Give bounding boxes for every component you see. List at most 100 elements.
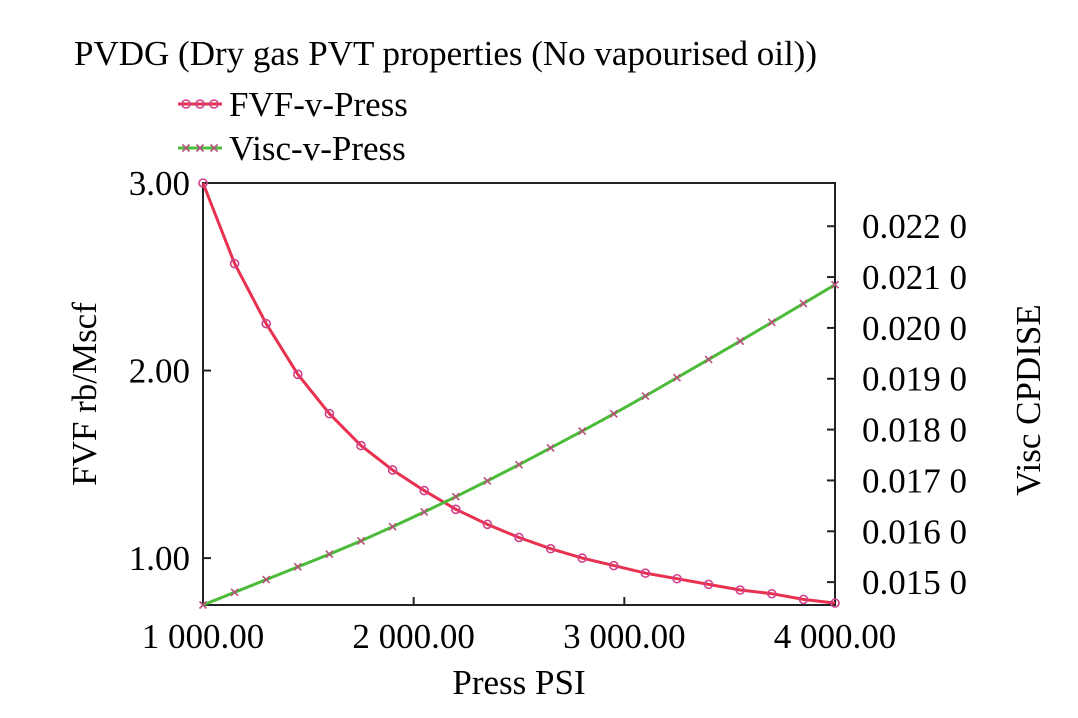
data-point-stroke <box>609 409 618 418</box>
series-layer <box>198 178 840 610</box>
data-point-stroke <box>356 536 366 546</box>
y-tick-label: 2.00 <box>129 352 190 391</box>
data-point-fvf-v-press <box>324 408 335 419</box>
data-point-fvf-v-press <box>450 504 461 515</box>
data-point-fvf-v-press <box>482 519 493 530</box>
data-point-stroke <box>293 562 302 571</box>
data-point-visc-v-press <box>388 522 397 531</box>
data-point-stroke <box>641 391 650 401</box>
data-point-fvf-v-press <box>798 594 809 605</box>
data-point-visc-v-press <box>420 507 429 517</box>
data-point-stroke <box>388 522 397 531</box>
legend-marker-visc <box>209 143 219 153</box>
data-point-fvf-v-press <box>672 573 682 584</box>
data-point-stroke <box>767 318 776 327</box>
y2-tick-label: 0.021 0 <box>862 258 967 297</box>
data-point-stroke <box>514 460 524 469</box>
y2-tick-label: 0.020 0 <box>862 309 967 348</box>
series-line-fvf-v-press <box>201 182 836 605</box>
data-point-fvf-v-press <box>292 369 303 380</box>
data-point-visc-v-press <box>799 299 808 308</box>
data-point-stroke <box>198 600 208 610</box>
y-axis-ticks: 1.00 2.00 3.00 <box>129 164 211 578</box>
data-point-visc-v-press <box>198 600 208 610</box>
y2-axis-label: Visc CPDISE <box>1009 304 1048 495</box>
data-point-stroke <box>230 588 239 597</box>
data-point-visc-v-press <box>451 492 460 501</box>
data-point-stroke <box>420 507 429 517</box>
legend-markers <box>181 99 219 153</box>
legend-marker-fvf <box>209 99 219 109</box>
legend-label-visc: Visc-v-Press <box>229 129 406 168</box>
x-tick-label: 4 000.00 <box>774 617 897 656</box>
data-point-fvf-v-press <box>830 598 840 608</box>
legend-marker-visc <box>181 143 191 153</box>
data-point-visc-v-press <box>609 409 618 418</box>
legend-marker-stroke <box>181 143 191 153</box>
legend-marker-stroke <box>209 143 219 153</box>
y2-tick-label: 0.016 0 <box>862 512 967 551</box>
legend: FVF-v-Press Visc-v-Press <box>178 85 408 168</box>
data-point-fvf-v-press <box>514 532 524 543</box>
data-point-visc-v-press <box>672 373 682 382</box>
data-point-fvf-v-press <box>766 588 777 599</box>
x-tick-label: 3 000.00 <box>563 617 686 656</box>
data-point-fvf-v-press <box>735 585 746 595</box>
data-point-fvf-v-press <box>229 258 240 269</box>
y2-tick-label: 0.022 0 <box>862 207 967 246</box>
y2-tick-label: 0.018 0 <box>862 411 967 450</box>
data-point-stroke <box>483 476 492 486</box>
data-point-visc-v-press <box>546 443 555 452</box>
y-tick-label: 1.00 <box>129 539 190 578</box>
x-axis-label: Press PSI <box>452 663 585 702</box>
plot-area <box>202 182 836 606</box>
x-tick-label: 2 000.00 <box>352 617 475 656</box>
data-point-stroke <box>799 299 808 308</box>
data-point-fvf-v-press <box>545 543 556 554</box>
y-axis-label: FVF rb/Mscf <box>65 302 104 486</box>
data-point-visc-v-press <box>293 562 302 571</box>
y2-tick-label: 0.015 0 <box>862 563 967 602</box>
data-point-fvf-v-press <box>703 579 714 590</box>
data-point-visc-v-press <box>325 550 334 559</box>
data-point-visc-v-press <box>830 280 840 289</box>
data-point-fvf-v-press <box>198 178 208 188</box>
data-point-visc-v-press <box>230 588 239 597</box>
legend-marker-stroke <box>195 143 205 153</box>
data-point-visc-v-press <box>736 337 745 346</box>
data-point-visc-v-press <box>483 476 492 486</box>
data-point-stroke <box>262 575 271 584</box>
y-tick-label: 3.00 <box>129 164 190 203</box>
data-point-visc-v-press <box>704 355 713 364</box>
legend-marker-visc <box>195 143 205 153</box>
data-point-visc-v-press <box>514 460 524 469</box>
legend-label-fvf: FVF-v-Press <box>229 85 408 124</box>
data-point-fvf-v-press <box>419 485 430 496</box>
data-point-fvf-v-press <box>356 440 366 451</box>
y2-tick-label: 0.019 0 <box>862 360 967 399</box>
data-point-visc-v-press <box>578 427 587 436</box>
data-point-stroke <box>830 280 840 289</box>
x-tick-label: 1 000.00 <box>142 617 265 656</box>
data-point-visc-v-press <box>641 391 650 401</box>
data-point-stroke <box>736 337 745 346</box>
data-point-fvf-v-press <box>640 568 651 578</box>
data-point-fvf-v-press <box>608 560 619 571</box>
legend-marker-fvf <box>181 99 191 109</box>
y2-tick-label: 0.017 0 <box>862 461 967 500</box>
data-point-stroke <box>325 550 334 559</box>
x-axis-ticks: 1 000.00 2 000.00 3 000.00 4 000.00 <box>142 597 897 656</box>
data-point-fvf-v-press <box>577 553 588 563</box>
data-point-stroke <box>451 492 460 501</box>
legend-marker-fvf <box>195 99 205 109</box>
data-point-fvf-v-press <box>387 465 398 475</box>
data-point-visc-v-press <box>262 575 271 584</box>
y2-axis-ticks: 0.015 0 0.016 0 0.017 0 0.018 0 0.019 0 0.020… <box>827 207 967 602</box>
data-point-visc-v-press <box>356 536 366 546</box>
data-point-fvf-v-press <box>261 318 272 329</box>
data-point-visc-v-press <box>767 318 776 327</box>
data-point-stroke <box>704 355 713 364</box>
data-point-stroke <box>546 443 555 452</box>
chart-title: PVDG (Dry gas PVT properties (No vapouri… <box>74 34 817 73</box>
